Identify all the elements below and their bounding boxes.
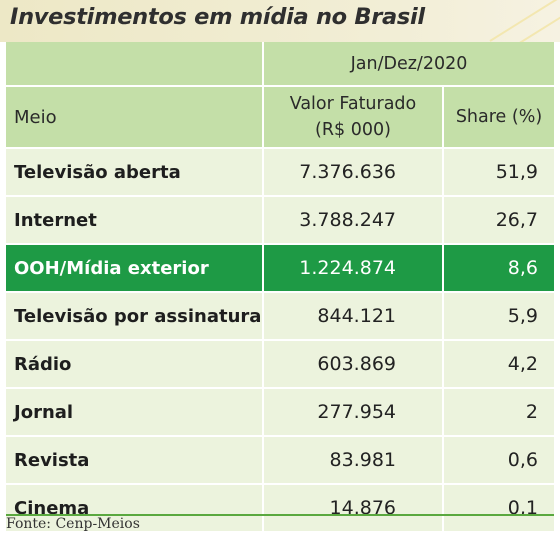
column-header-valor-line2: (R$ 000) <box>315 120 391 140</box>
row-valor: 844.121 <box>262 293 442 339</box>
row-valor: 3.788.247 <box>262 197 442 243</box>
media-investment-table: Jan/Dez/2020 Meio Valor Faturado (R$ 000… <box>6 42 554 531</box>
row-valor: 14.876 <box>262 485 442 531</box>
row-meio: Televisão por assinatura <box>14 305 262 327</box>
table-row: Televisão por assinatura 844.121 5,9 <box>6 291 554 339</box>
row-share: 0,6 <box>442 437 554 483</box>
table-row: Cinema 14.876 0,1 <box>6 483 554 531</box>
row-meio: Internet <box>14 209 97 231</box>
row-share: 2 <box>442 389 554 435</box>
period-header: Jan/Dez/2020 <box>262 42 554 85</box>
row-share: 51,9 <box>442 149 554 195</box>
row-meio: Televisão aberta <box>14 161 181 183</box>
table-bottom-rule <box>6 514 554 516</box>
table-row: Televisão aberta 7.376.636 51,9 <box>6 147 554 195</box>
page-title: Investimentos em mídia no Brasil <box>10 4 425 30</box>
table-header-columns-row: Meio Valor Faturado (R$ 000) Share (%) <box>6 87 554 147</box>
row-share: 26,7 <box>442 197 554 243</box>
table-row: Rádio 603.869 4,2 <box>6 339 554 387</box>
row-share: 4,2 <box>442 341 554 387</box>
column-header-valor: Valor Faturado (R$ 000) <box>262 87 442 147</box>
row-share: 5,9 <box>442 293 554 339</box>
row-share: 8,6 <box>442 245 554 291</box>
row-meio: OOH/Mídia exterior <box>14 257 209 279</box>
column-header-valor-line1: Valor Faturado <box>289 94 417 114</box>
table-row: Internet 3.788.247 26,7 <box>6 195 554 243</box>
row-valor: 1.224.874 <box>262 245 442 291</box>
row-meio: Jornal <box>14 401 74 423</box>
table-row-highlighted: OOH/Mídia exterior 1.224.874 8,6 <box>6 243 554 291</box>
column-header-meio: Meio <box>14 106 57 128</box>
title-band <box>0 0 560 42</box>
row-valor: 83.981 <box>262 437 442 483</box>
row-valor: 603.869 <box>262 341 442 387</box>
source-note: Fonte: Cenp-Meios <box>6 516 140 532</box>
row-meio: Cinema <box>14 497 90 519</box>
table-header-period-row: Jan/Dez/2020 <box>6 42 554 85</box>
row-valor: 277.954 <box>262 389 442 435</box>
row-share: 0,1 <box>442 485 554 531</box>
decorative-stripes <box>480 0 560 42</box>
table-row: Jornal 277.954 2 <box>6 387 554 435</box>
header-empty-cell <box>6 42 262 85</box>
column-header-share: Share (%) <box>442 87 554 147</box>
row-valor: 7.376.636 <box>262 149 442 195</box>
header-divider <box>6 85 554 87</box>
table-row: Revista 83.981 0,6 <box>6 435 554 483</box>
row-meio: Revista <box>14 449 90 471</box>
row-meio: Rádio <box>14 353 72 375</box>
